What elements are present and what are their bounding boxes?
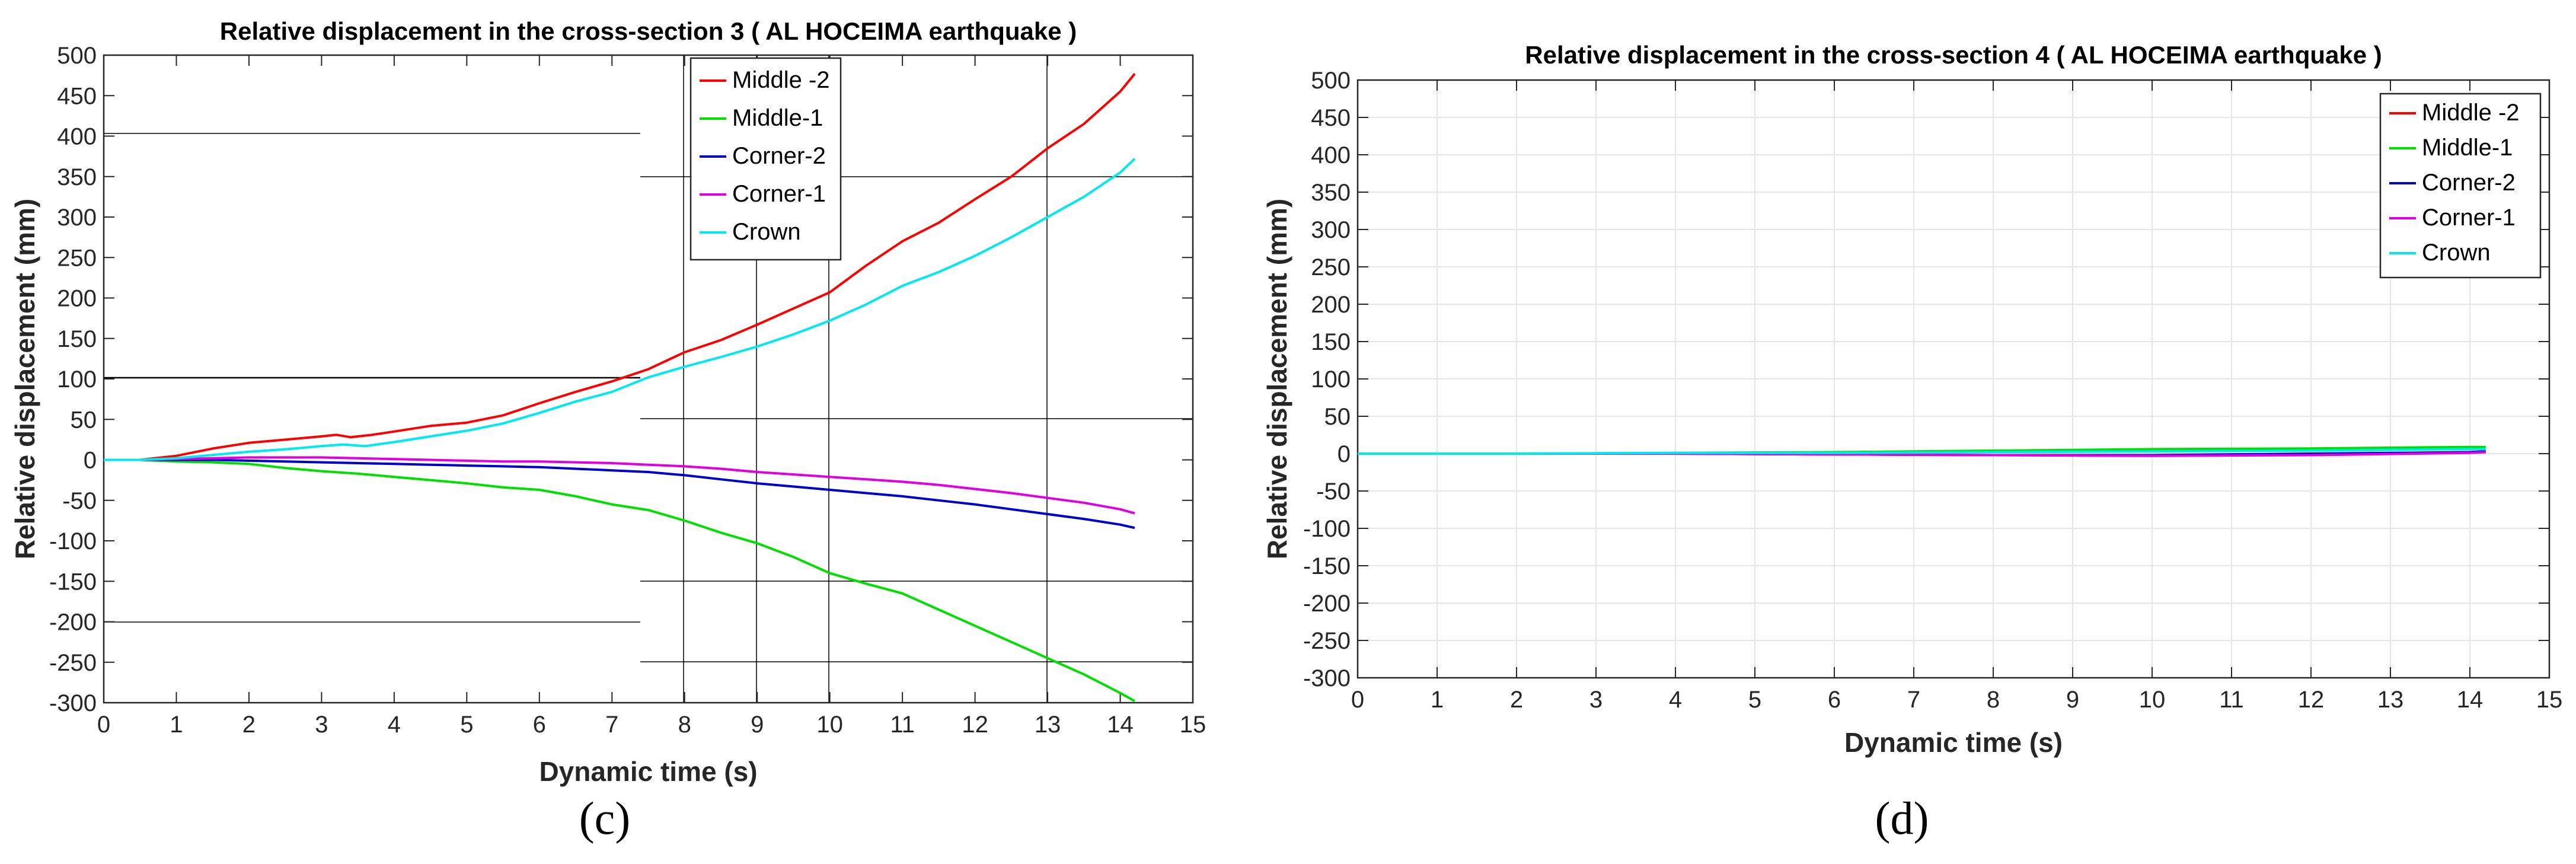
x-tick-label: 1 [1431,687,1444,713]
legend-label-corner-2: Corner-2 [732,143,826,169]
legend-label-middle-2: Middle -2 [732,67,830,93]
y-tick-label: 500 [57,43,97,69]
legend-label-corner-1: Corner-1 [732,181,826,207]
x-tick-label: 14 [1107,712,1134,738]
y-tick-label: 350 [57,164,97,190]
x-tick-label: 3 [315,712,328,738]
y-tick-label: 0 [1338,441,1351,467]
y-tick-label: -150 [49,569,97,595]
legend-label-middle-1: Middle-1 [2422,135,2513,161]
x-tick-label: 13 [1035,712,1061,738]
x-tick-label: 0 [1351,687,1364,713]
series-line-corner-2 [104,458,1135,530]
x-tick-label: 8 [678,712,691,738]
x-tick-label: 11 [2219,687,2244,713]
y-tick-label: 150 [1311,329,1351,355]
y-tick-label: -300 [1303,665,1351,691]
y-tick-label: -50 [62,488,97,514]
x-tick-label: 8 [1987,687,2000,713]
y-tick-label: 100 [57,366,97,393]
legend-label-corner-2: Corner-2 [2422,170,2516,196]
x-tick-label: 6 [1828,687,1841,713]
y-tick-label: -100 [1303,516,1351,542]
x-tick-label: 7 [605,712,618,738]
chart-title: Relative displacement in the cross-secti… [220,17,1077,45]
y-tick-label: 400 [1311,142,1351,168]
x-tick-label: 12 [2298,687,2325,713]
x-tick-label: 13 [2377,687,2404,713]
caption-c: (c) [579,792,631,844]
y-tick-label: 50 [71,407,97,433]
y-tick-label: 100 [1311,366,1351,393]
legend-label-middle-2: Middle -2 [2422,100,2520,126]
series-line-crown [1358,448,2486,455]
x-tick-label: 11 [890,712,915,738]
x-tick-label: 2 [1510,687,1523,713]
y-axis-label: Relative displacement (mm) [9,199,40,559]
x-tick-label: 4 [388,712,401,738]
legend: Middle -2 Middle-1 Corner-2 Corner-1 Crown [2379,93,2542,279]
x-tick-label: 9 [751,712,764,738]
x-tick-label: 15 [1180,712,1206,738]
legend-box [690,57,842,261]
y-tick-label: -50 [1316,479,1351,505]
y-tick-label: -200 [1303,591,1351,617]
x-tick-label: 3 [1589,687,1603,713]
x-tick-label: 6 [533,712,546,738]
series-line-middle-1 [104,458,1135,703]
x-tick-label: 9 [2066,687,2079,713]
y-tick-label: 50 [1324,404,1351,430]
chart-cross-section-3: 0 1 2 3 4 5 6 7 8 9 10 11 12 13 14 15-300-250-200-150-1… [9,17,1206,787]
y-tick-label: 450 [1311,105,1351,131]
x-tick-label: 15 [2536,687,2563,713]
y-tick-label: -250 [49,650,97,676]
legend-box [2379,93,2542,279]
y-tick-label: -250 [1303,628,1351,654]
series-line-corner-1 [104,456,1135,515]
x-tick-label: 10 [2139,687,2166,713]
y-tick-label: 250 [1311,254,1351,280]
y-tick-label: -200 [49,610,97,636]
legend-label-crown: Crown [732,219,801,245]
x-tick-label: 5 [460,712,473,738]
y-tick-label: 200 [57,286,97,312]
x-tick-label: 2 [242,712,256,738]
y-tick-label: 0 [84,448,97,474]
y-tick-label: -300 [49,690,97,716]
legend-label-crown: Crown [2422,240,2491,266]
x-axis-label: Dynamic time (s) [539,756,757,787]
y-tick-label: 450 [57,83,97,109]
x-tick-label: 14 [2457,687,2484,713]
x-axis-label: Dynamic time (s) [1844,727,2063,758]
y-tick-label: 250 [57,245,97,271]
legend: Middle -2 Middle-1 Corner-2 Corner-1 Crown [690,57,842,261]
legend-label-corner-1: Corner-1 [2422,205,2516,231]
y-tick-label: 150 [57,326,97,352]
series-line-middle-2 [104,73,1136,461]
x-tick-label: 7 [1907,687,1920,713]
y-tick-label: 500 [1311,68,1351,94]
y-tick-label: 400 [57,124,97,150]
caption-d: (d) [1875,792,1929,844]
chart-title: Relative displacement in the cross-secti… [1525,41,2382,69]
y-tick-label: 300 [1311,217,1351,243]
plot-area [104,55,1193,703]
y-tick-label: 300 [57,205,97,231]
x-tick-label: 0 [97,712,110,738]
y-axis-label: Relative displacement (mm) [1262,199,1292,559]
chart-cross-section-4: 0 1 2 3 4 5 6 7 8 9 10 11 12 13 14 15-300-250-200-150-1… [1262,41,2562,758]
y-tick-label: 350 [1311,180,1351,206]
x-tick-label: 5 [1748,687,1761,713]
y-tick-label: 200 [1311,292,1351,318]
x-tick-label: 1 [170,712,183,738]
legend-label-middle-1: Middle-1 [732,105,823,131]
x-tick-label: 4 [1669,687,1682,713]
x-tick-label: 10 [816,712,843,738]
x-tick-label: 12 [962,712,988,738]
series-line-crown [104,158,1136,461]
y-tick-label: -150 [1303,553,1351,579]
y-tick-label: -100 [49,528,97,554]
